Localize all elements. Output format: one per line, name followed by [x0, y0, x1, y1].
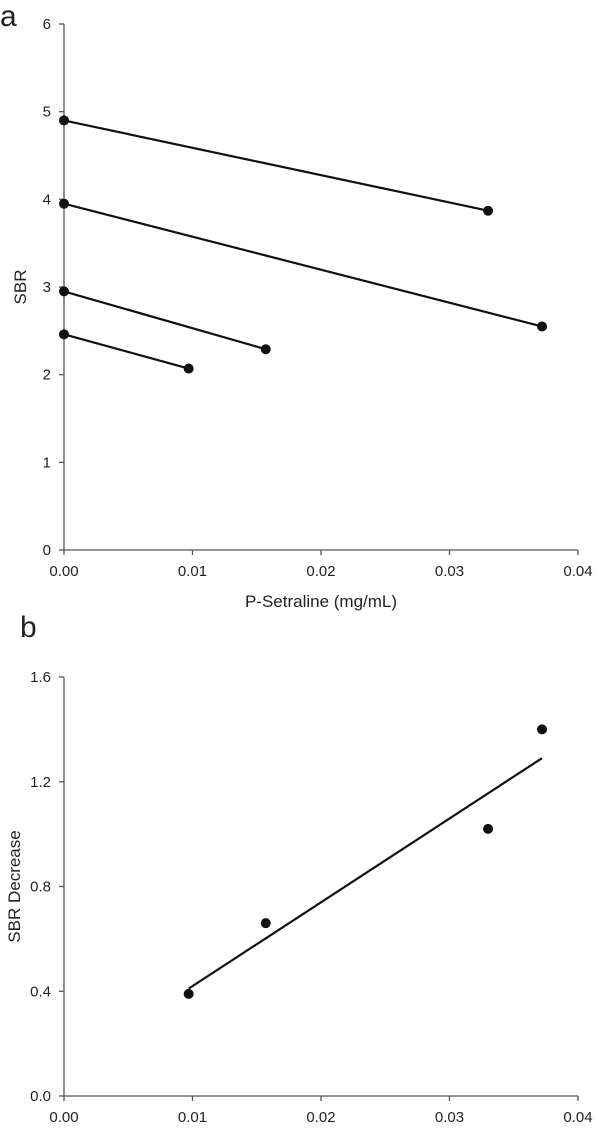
- chart-b-trend-line: [188, 757, 543, 990]
- chart-b-svg: b0.000.010.020.030.040.00.40.81.21.6P-Se…: [5, 611, 593, 1126]
- chart-panel-a: a 0.00 0.01 0.02 0.03 0.04 0 1 2 3 4 5 6 P-Setraline …: [0, 0, 593, 611]
- chart-b-data-point: [260, 918, 271, 929]
- chart-a-data-point: [59, 198, 69, 209]
- chart-b-y-axis-title: SBR Decrease: [5, 830, 24, 942]
- chart-b-x-tick-label: 0.02: [306, 1109, 335, 1126]
- chart-b-y-tick-label: 0.0: [30, 1088, 51, 1105]
- chart-a-data-point: [59, 115, 69, 126]
- chart-b-y-tick-label: 0.4: [30, 983, 51, 1000]
- chart-a-y-tick-label: 1: [43, 454, 51, 471]
- chart-a-data-point: [260, 344, 271, 355]
- chart-b-data-point: [537, 724, 548, 735]
- chart-a-data-point: [537, 321, 548, 332]
- chart-a-svg: a 0.00 0.01 0.02 0.03 0.04 0 1 2 3 4 5 6 P-Setraline …: [0, 0, 593, 611]
- chart-a-series-line: [63, 290, 267, 351]
- chart-a-series-line: [63, 333, 189, 370]
- chart-a-x-axis-title: P-Setraline (mg/mL): [245, 592, 397, 611]
- chart-a-data-point: [59, 329, 69, 340]
- chart-a-y-tick-label: 6: [43, 16, 51, 33]
- chart-b-x-tick-label: 0.00: [49, 1109, 78, 1126]
- chart-a-data-point: [483, 205, 494, 216]
- chart-panel-b: b 0.00 0.01 0.02 0.03 0.04 0.0 0.4 0.8 1.2 1.6 P-Se…: [0, 570, 598, 1137]
- chart-a-y-tick-label: 0: [43, 542, 51, 559]
- chart-a-y-tick-label: 4: [43, 191, 51, 208]
- chart-a-panel-letter: a: [0, 0, 17, 33]
- chart-a-series-line: [63, 119, 489, 212]
- chart-b-x-tick-label: 0.04: [563, 1109, 592, 1126]
- chart-a-y-tick-label: 5: [43, 104, 51, 121]
- chart-a-series-line: [63, 202, 543, 328]
- chart-b-panel-letter: b: [20, 611, 37, 644]
- chart-a-y-tick-label: 2: [43, 367, 51, 384]
- chart-a-data-point: [59, 286, 69, 297]
- chart-a-y-axis-title: SBR: [11, 270, 30, 305]
- chart-b-y-tick-label: 0.8: [30, 879, 51, 896]
- chart-a-x-tick-label: 0.03: [435, 563, 464, 580]
- chart-a-x-tick-label: 0.01: [178, 563, 207, 580]
- chart-a-y-tick-label: 3: [43, 279, 51, 296]
- chart-b-x-tick-label: 0.01: [178, 1109, 207, 1126]
- chart-b-data-point: [483, 823, 494, 834]
- chart-a-x-tick-label: 0.00: [49, 563, 78, 580]
- chart-b-y-tick-label: 1.2: [30, 774, 51, 791]
- chart-b-x-tick-label: 0.03: [435, 1109, 464, 1126]
- chart-a-x-tick-label: 0.04: [563, 563, 592, 580]
- chart-b-y-tick-label: 1.6: [30, 669, 51, 686]
- chart-a-data-point: [183, 363, 194, 374]
- chart-b-data-point: [183, 988, 194, 999]
- chart-a-x-tick-label: 0.02: [306, 563, 335, 580]
